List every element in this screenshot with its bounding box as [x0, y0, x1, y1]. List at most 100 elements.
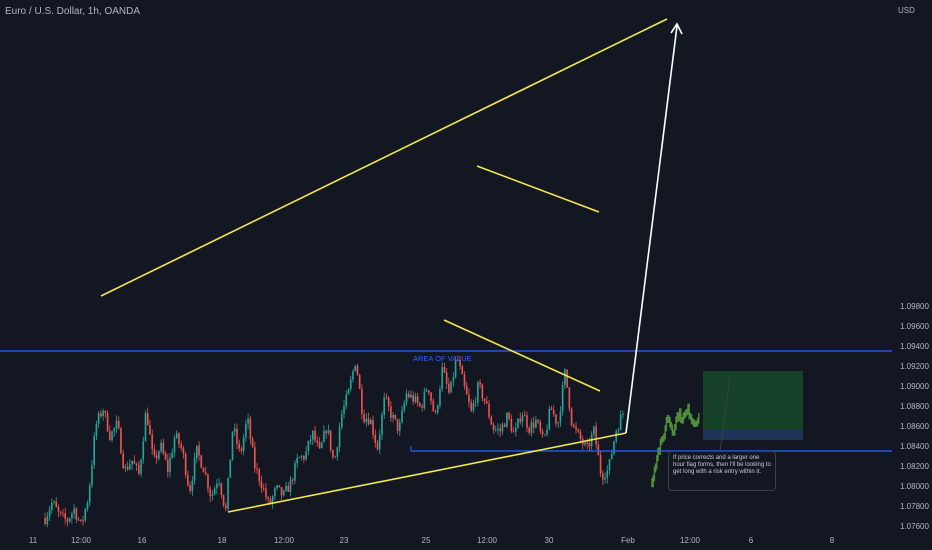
candle-body [50, 502, 53, 511]
candle-body [164, 453, 167, 460]
candle-body [338, 427, 341, 448]
time-tick-label: 8 [830, 536, 835, 545]
position-target-zone [703, 371, 803, 430]
candle-body [593, 426, 595, 435]
candle-body [452, 377, 455, 382]
trendline [443, 319, 601, 392]
candle-body [124, 466, 127, 469]
candle-body [588, 443, 591, 447]
candle-body [365, 418, 368, 422]
candle-body [325, 431, 328, 434]
candle-body [296, 457, 299, 464]
price-tick-label: 1.09400 [900, 342, 929, 351]
candle-body [566, 369, 568, 388]
candle-body [485, 401, 488, 404]
candle-body [432, 400, 435, 412]
candle-body [220, 483, 223, 495]
candle-body [318, 442, 321, 448]
candlestick-series [44, 355, 624, 528]
candle-body [601, 473, 604, 480]
price-tick-label: 1.08200 [900, 462, 929, 471]
candle-body [427, 390, 430, 393]
candle-body [48, 510, 51, 517]
candle-body [162, 442, 165, 454]
candle-body [274, 488, 276, 497]
candle-body [488, 403, 490, 418]
candle-body [622, 413, 624, 415]
candle-body [129, 464, 131, 470]
candle-body [222, 494, 225, 506]
candle-body [173, 438, 176, 453]
trendline [100, 18, 668, 297]
candle-body [218, 483, 220, 485]
candle-body [332, 450, 334, 458]
drawing-layer [0, 18, 892, 513]
candle-body [539, 422, 542, 432]
candle-body [91, 465, 93, 486]
candle-body [369, 420, 372, 425]
candle-body [537, 419, 539, 423]
price-tick-label: 1.09000 [900, 382, 929, 391]
time-tick-label: 18 [218, 536, 227, 545]
candle-body [62, 513, 64, 515]
candle-body [577, 429, 580, 432]
candle-body [343, 405, 345, 415]
candle-body [200, 455, 203, 468]
candle-body [280, 486, 283, 496]
time-tick-label: 16 [138, 536, 147, 545]
candle-body [258, 469, 261, 482]
candle-body [599, 455, 602, 474]
candle-body [347, 389, 350, 395]
candle-body [414, 396, 417, 402]
candle-body [356, 365, 359, 375]
candle-body [530, 422, 533, 433]
candle-body [195, 445, 198, 459]
candle-body [568, 387, 571, 409]
candle-body [267, 497, 270, 500]
candle-body [144, 413, 147, 442]
time-axis[interactable]: 11 12:00 16 18 12:00 23 25 12:00 30 Feb 12:00 6 8 [29, 536, 835, 545]
candle-body [213, 488, 216, 495]
price-tick-label: 1.07800 [900, 502, 929, 511]
candle-body [610, 453, 613, 460]
candle-body [111, 431, 113, 440]
candle-body [396, 418, 399, 431]
candle-body [236, 428, 238, 444]
candle-body [146, 413, 149, 425]
candle-body [374, 434, 377, 443]
candle-body [561, 384, 564, 412]
candle-body [79, 519, 82, 521]
candle-body [303, 456, 305, 460]
currency-label: USD [898, 6, 915, 15]
candle-body [508, 412, 510, 419]
candle-body [501, 424, 504, 432]
candle-body [546, 429, 548, 435]
candle-body [570, 408, 573, 425]
price-axis[interactable]: 1.09800 1.09600 1.09400 1.09200 1.09000 1.088… [900, 302, 929, 531]
note-pointer [719, 375, 731, 452]
candle-body [260, 481, 263, 489]
candle-body [327, 430, 330, 434]
symbol-title[interactable]: Euro / U.S. Dollar, 1h, OANDA [5, 6, 141, 17]
projection-arrow-head [670, 22, 683, 35]
candle-body [443, 366, 446, 373]
candle-body [349, 379, 352, 390]
analysis-note[interactable]: If price corrects and a larger one hour … [668, 451, 776, 491]
time-tick-label: 23 [340, 536, 349, 545]
candle-body [448, 383, 450, 393]
candle-body [423, 391, 426, 408]
candle-body [142, 441, 145, 460]
candle-body [381, 414, 383, 435]
price-tick-label: 1.08600 [900, 422, 929, 431]
candle-body [340, 414, 343, 428]
candle-body [291, 479, 294, 481]
candle-body [77, 519, 80, 521]
candle-body [494, 429, 497, 431]
candle-body [149, 424, 151, 435]
candle-body [238, 443, 241, 449]
time-tick-label: 12:00 [71, 536, 92, 545]
long-position-tool[interactable] [703, 371, 803, 440]
candle-body [282, 490, 285, 496]
candle-body [336, 447, 339, 457]
